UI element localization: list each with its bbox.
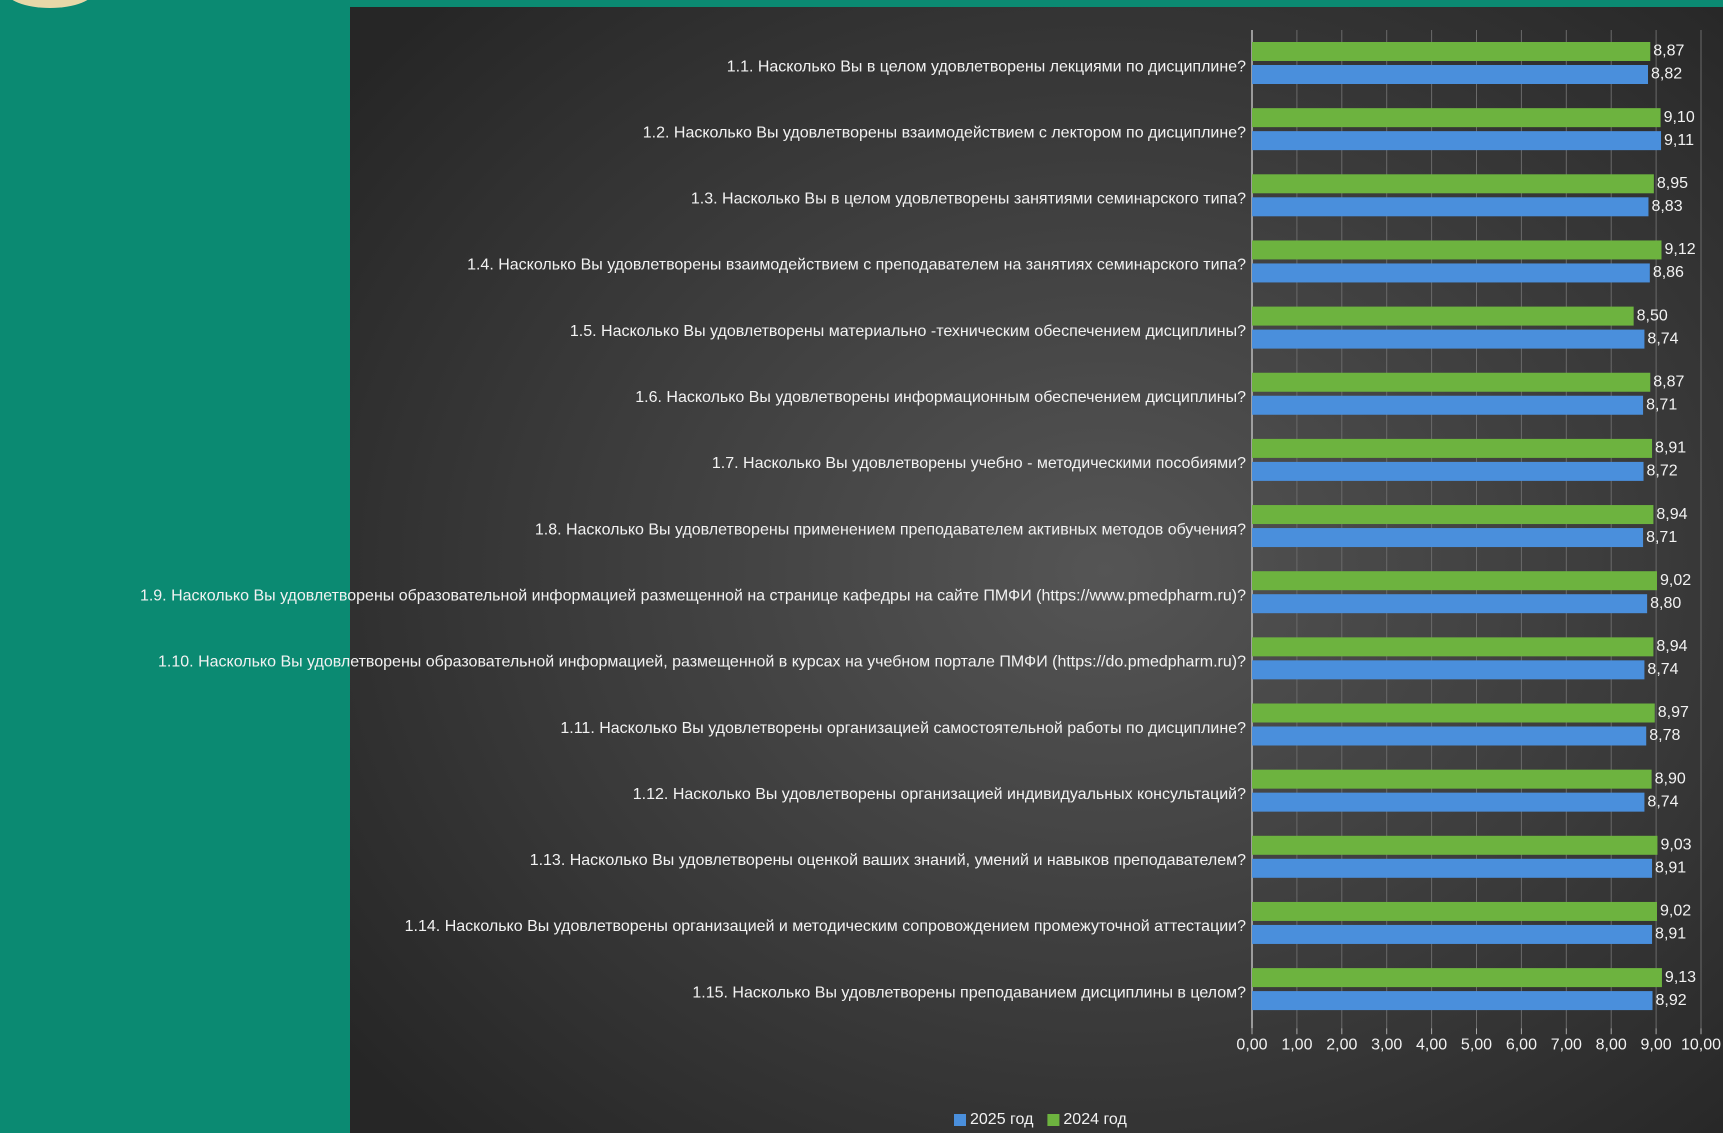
value-label: 9,02 <box>1660 903 1691 920</box>
value-label: 9,11 <box>1664 132 1694 149</box>
bar <box>1252 372 1651 392</box>
bar <box>1252 968 1662 988</box>
category-label: 1.9. Насколько Вы удовлетворены образова… <box>140 587 1246 604</box>
value-label: 8,91 <box>1655 440 1686 457</box>
category-label: 1.7. Насколько Вы удовлетворены учебно -… <box>712 455 1246 472</box>
logo-fragment <box>12 0 88 8</box>
category-label: 1.10. Насколько Вы удовлетворены образов… <box>158 654 1246 671</box>
bar <box>1252 703 1655 723</box>
value-label: 8,50 <box>1637 307 1668 324</box>
value-label: 8,91 <box>1655 860 1686 877</box>
bar <box>1252 660 1645 680</box>
bar <box>1252 461 1644 481</box>
bar <box>1252 42 1651 61</box>
x-tick-label: 2,00 <box>1326 1036 1357 1053</box>
bar <box>1252 924 1653 944</box>
x-tick-label: 3,00 <box>1371 1036 1402 1053</box>
value-label: 8,86 <box>1653 264 1684 281</box>
value-label: 8,90 <box>1655 770 1686 787</box>
bar <box>1252 329 1645 349</box>
value-label: 9,10 <box>1664 109 1695 126</box>
legend-swatch <box>954 1114 966 1126</box>
bar <box>1252 835 1658 855</box>
value-label: 8,72 <box>1647 463 1678 480</box>
value-label: 8,74 <box>1647 330 1678 347</box>
category-label: 1.3. Насколько Вы в целом удовлетворены … <box>691 191 1246 208</box>
category-label: 1.1. Насколько Вы в целом удовлетворены … <box>727 58 1246 75</box>
value-label: 8,91 <box>1655 926 1686 943</box>
category-label: 1.8. Насколько Вы удовлетворены применен… <box>535 521 1246 538</box>
x-tick-label: 6,00 <box>1506 1036 1537 1053</box>
value-label: 8,97 <box>1658 704 1689 721</box>
bar <box>1252 306 1634 326</box>
value-label: 9,12 <box>1664 241 1695 258</box>
bar <box>1252 726 1647 746</box>
category-label: 1.15. Насколько Вы удовлетворены препода… <box>692 984 1246 1001</box>
value-label: 8,71 <box>1646 529 1677 546</box>
legend-label: 2024 год <box>1063 1111 1127 1128</box>
category-label: 1.2. Насколько Вы удовлетворены взаимоде… <box>643 124 1246 141</box>
category-label: 1.11. Насколько Вы удовлетворены организ… <box>560 720 1246 737</box>
value-label: 8,95 <box>1657 175 1688 192</box>
bar <box>1252 769 1652 789</box>
chart-panel <box>350 7 1723 1133</box>
bar <box>1252 792 1645 812</box>
bar <box>1252 197 1649 217</box>
x-tick-label: 8,00 <box>1596 1036 1627 1053</box>
value-label: 8,78 <box>1649 727 1680 744</box>
bar <box>1252 108 1661 128</box>
value-label: 8,87 <box>1653 43 1684 60</box>
bar <box>1252 131 1662 151</box>
bar <box>1252 528 1644 548</box>
value-label: 9,02 <box>1660 572 1691 589</box>
legend-swatch <box>1047 1114 1060 1126</box>
value-label: 8,94 <box>1656 638 1687 655</box>
bar <box>1252 571 1657 591</box>
bar <box>1252 438 1653 458</box>
value-label: 8,74 <box>1647 793 1678 810</box>
bar <box>1252 505 1654 525</box>
x-tick-label: 0,00 <box>1236 1036 1267 1053</box>
bar <box>1252 240 1662 260</box>
value-label: 8,74 <box>1647 661 1678 678</box>
bar <box>1252 858 1653 878</box>
value-label: 8,83 <box>1651 198 1682 215</box>
category-label: 1.4. Насколько Вы удовлетворены взаимоде… <box>467 257 1246 274</box>
x-tick-label: 7,00 <box>1551 1036 1582 1053</box>
value-label: 8,80 <box>1650 595 1681 612</box>
category-label: 1.14. Насколько Вы удовлетворены организ… <box>405 918 1246 935</box>
x-tick-label: 9,00 <box>1641 1036 1672 1053</box>
bar <box>1252 395 1644 415</box>
bar <box>1252 174 1654 194</box>
bar <box>1252 594 1648 614</box>
value-label: 8,87 <box>1653 373 1684 390</box>
value-label: 8,92 <box>1656 992 1687 1009</box>
bar <box>1252 991 1653 1011</box>
value-label: 9,03 <box>1660 837 1691 854</box>
value-label: 8,82 <box>1651 66 1682 83</box>
category-label: 1.6. Насколько Вы удовлетворены информац… <box>635 389 1246 406</box>
x-tick-label: 4,00 <box>1416 1036 1447 1053</box>
category-label: 1.12. Насколько Вы удовлетворены организ… <box>633 786 1246 803</box>
bar <box>1252 637 1654 657</box>
x-tick-label: 1,00 <box>1281 1036 1312 1053</box>
x-tick-label: 10,00 <box>1681 1036 1721 1053</box>
legend-label: 2025 год <box>970 1111 1034 1128</box>
bar <box>1252 263 1650 283</box>
bar <box>1252 65 1649 84</box>
value-label: 9,13 <box>1665 969 1696 986</box>
bar <box>1252 901 1657 921</box>
category-label: 1.13. Насколько Вы удовлетворены оценкой… <box>530 852 1246 869</box>
value-label: 8,71 <box>1646 396 1677 413</box>
value-label: 8,94 <box>1656 506 1687 523</box>
category-label: 1.5. Насколько Вы удовлетворены материал… <box>570 323 1246 340</box>
x-tick-label: 5,00 <box>1461 1036 1492 1053</box>
